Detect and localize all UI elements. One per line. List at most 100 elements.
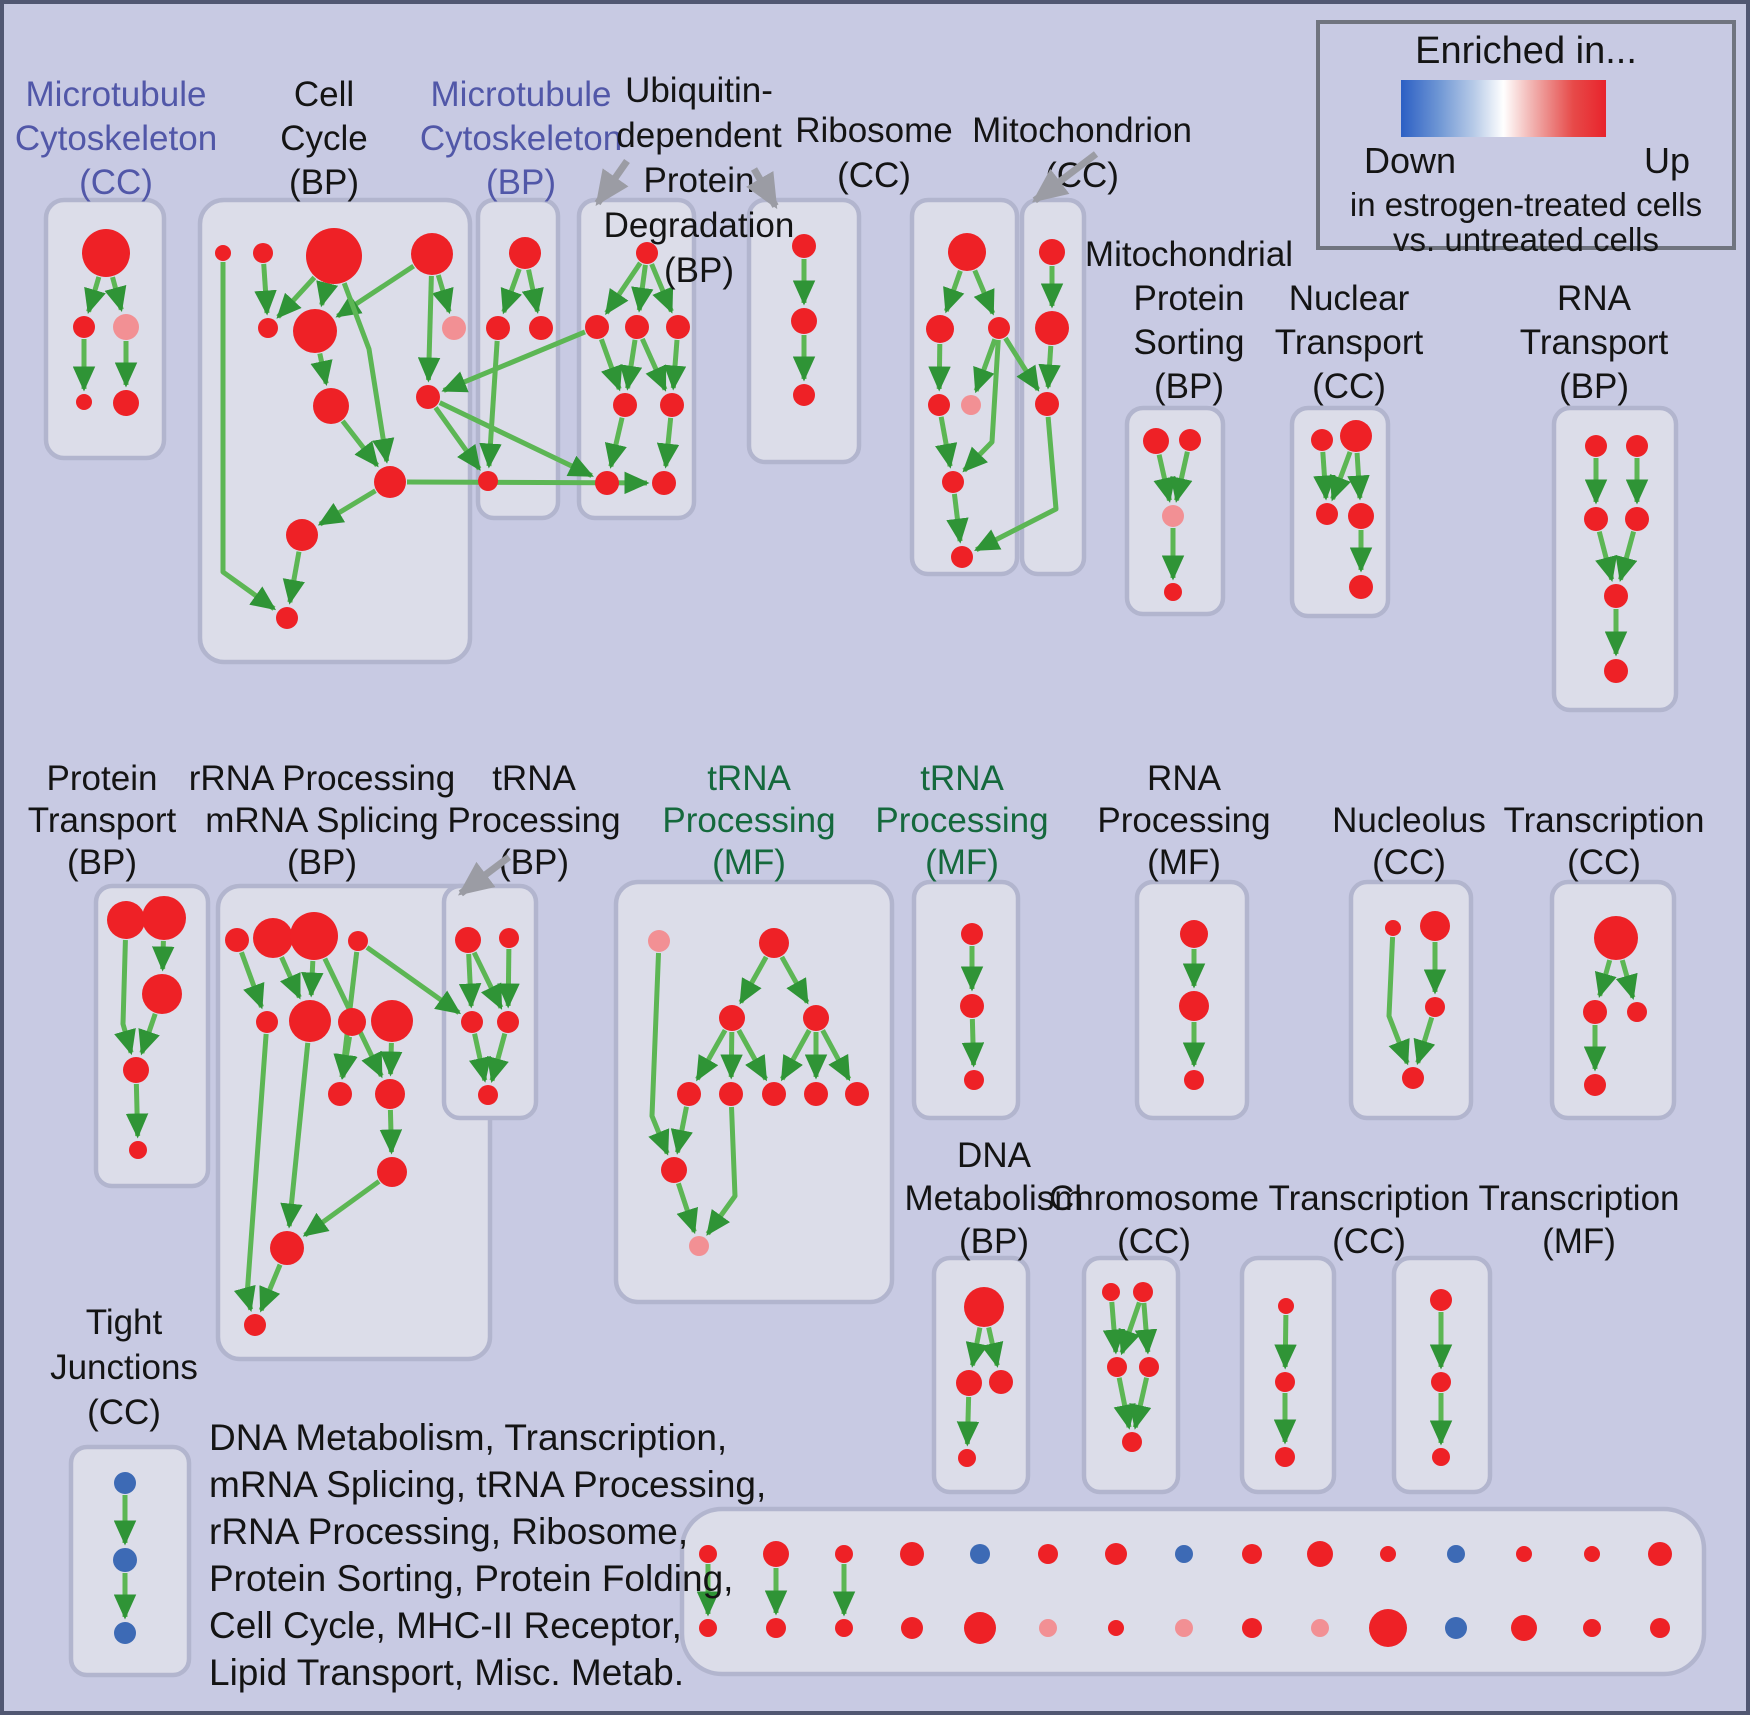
go-term-node [964,1287,1004,1327]
go-term-node [956,1370,982,1396]
go-term-node [901,1617,923,1639]
go-edge [152,940,175,972]
cluster-label-trna-processing-mf-2: tRNA [920,759,1004,798]
go-term-node [1143,428,1169,454]
go-term-node [256,1011,278,1033]
cluster-label-chromosome-cc: (CC) [1117,1222,1191,1261]
go-edge [258,1263,283,1313]
go-term-node [1604,659,1628,683]
cluster-label-rna-transport-bp: (BP) [1559,367,1629,406]
go-term-node [595,471,619,495]
cluster-label-mt-cytoskeleton-bp: Microtubule [431,75,612,114]
go-edge [379,1109,403,1155]
go-edge [220,262,277,611]
go-edge [599,338,623,392]
go-edge [779,955,810,1005]
go-edge [695,1028,728,1082]
go-edge [604,417,627,469]
cluster-label-mito-protein-sorting: (BP) [1154,367,1224,406]
go-term-node [371,1000,413,1042]
go-term-node [1626,435,1648,457]
go-term-node [1175,1619,1193,1637]
go-term-node [114,1472,136,1494]
legend: Enriched in... Down Up in estrogen-treat… [1316,20,1736,257]
cluster-label-rna-processing-mf: RNA [1147,759,1222,798]
go-term-node [661,1157,687,1183]
go-term-node [375,1079,405,1109]
go-edge [1594,959,1617,999]
cluster-label-ribosome-cc: (CC) [837,156,911,195]
cluster-label-tight-junctions-cc: (CC) [87,1393,161,1432]
cluster-box-transcription-cc-1 [1549,879,1677,1121]
go-term-node [677,1082,701,1106]
go-term-node [1650,1618,1670,1638]
go-edge [458,953,482,1009]
go-edge [640,337,668,392]
go-term-node [803,1005,829,1031]
go-term-node [411,233,453,275]
go-term-node [509,237,541,269]
go-term-node [1038,1544,1058,1564]
go-edge [928,343,951,392]
go-term-node [1349,575,1373,599]
go-term-node [1380,1546,1396,1562]
go-term-node [1583,1000,1607,1024]
cluster-label-trna-processing-mf-1: Processing [662,801,835,840]
cluster-box-nucleolus-cc [1348,879,1474,1121]
cluster-label-rna-processing-mf: Processing [1097,801,1270,840]
go-term-node [928,394,950,416]
cluster-label-trna-processing-mf-1: tRNA [707,759,791,798]
go-edge [1113,1377,1136,1430]
go-cross-edge [438,400,594,478]
go-edge [497,948,520,1009]
go-term-node [958,1449,976,1467]
go-term-node [244,1314,266,1336]
go-term-node [290,912,338,960]
go-edge [649,263,674,314]
go-term-node [82,229,130,277]
cluster-label-chromosome-cc: Chromosome [1049,1179,1259,1218]
go-edge [1413,1016,1436,1066]
cluster-label-mitochondrion-cc: Mitochondrion [972,111,1192,150]
go-term-node [486,316,510,340]
cluster-label-cell-cycle: Cycle [280,119,368,158]
go-edge [317,488,377,527]
cluster-label-mt-cytoskeleton-bp: Cytoskeleton [420,119,622,158]
legend-context: in estrogen-treated cells vs. untreated … [1320,187,1732,257]
go-term-node [1179,429,1201,451]
go-edge [1118,1301,1142,1356]
cluster-label-ribosome-cc: Ribosome [795,111,953,150]
layer-ann [458,151,1099,897]
layer-nodes [73,228,1672,1647]
go-term-node [964,1070,984,1090]
cluster-label-transcription-cc-1: Transcription [1504,801,1705,840]
go-edge [138,1013,160,1056]
go-edge [738,955,769,1005]
misc-text-line: DNA Metabolism, Transcription, [209,1417,728,1458]
go-edge [972,269,996,316]
go-edge [676,1182,698,1235]
cluster-label-nucleolus-cc: (CC) [1372,843,1446,882]
go-edge [302,1179,381,1238]
cluster-box-mixed-functions [679,1506,1707,1677]
go-term-node [1107,1357,1127,1377]
go-term-node [497,1011,519,1033]
go-term-node [613,393,637,417]
go-edge [500,268,522,315]
annotation-arrow [746,167,779,210]
cluster-label-trna-processing-mf-2: (MF) [925,843,999,882]
go-term-node [529,316,553,340]
go-term-node [1035,392,1059,416]
cluster-label-trna-processing-mf-1: (MF) [712,843,786,882]
go-term-node [225,928,249,952]
go-edge [943,270,965,314]
go-edge [335,1036,358,1080]
go-term-node [499,928,519,948]
cluster-label-nucleolus-cc: Nucleolus [1332,801,1486,840]
go-term-node [900,1542,924,1566]
go-edge [1595,530,1617,582]
go-term-node [215,245,231,261]
go-edge [780,1029,812,1082]
go-term-node [660,393,684,417]
go-term-node [113,314,139,340]
